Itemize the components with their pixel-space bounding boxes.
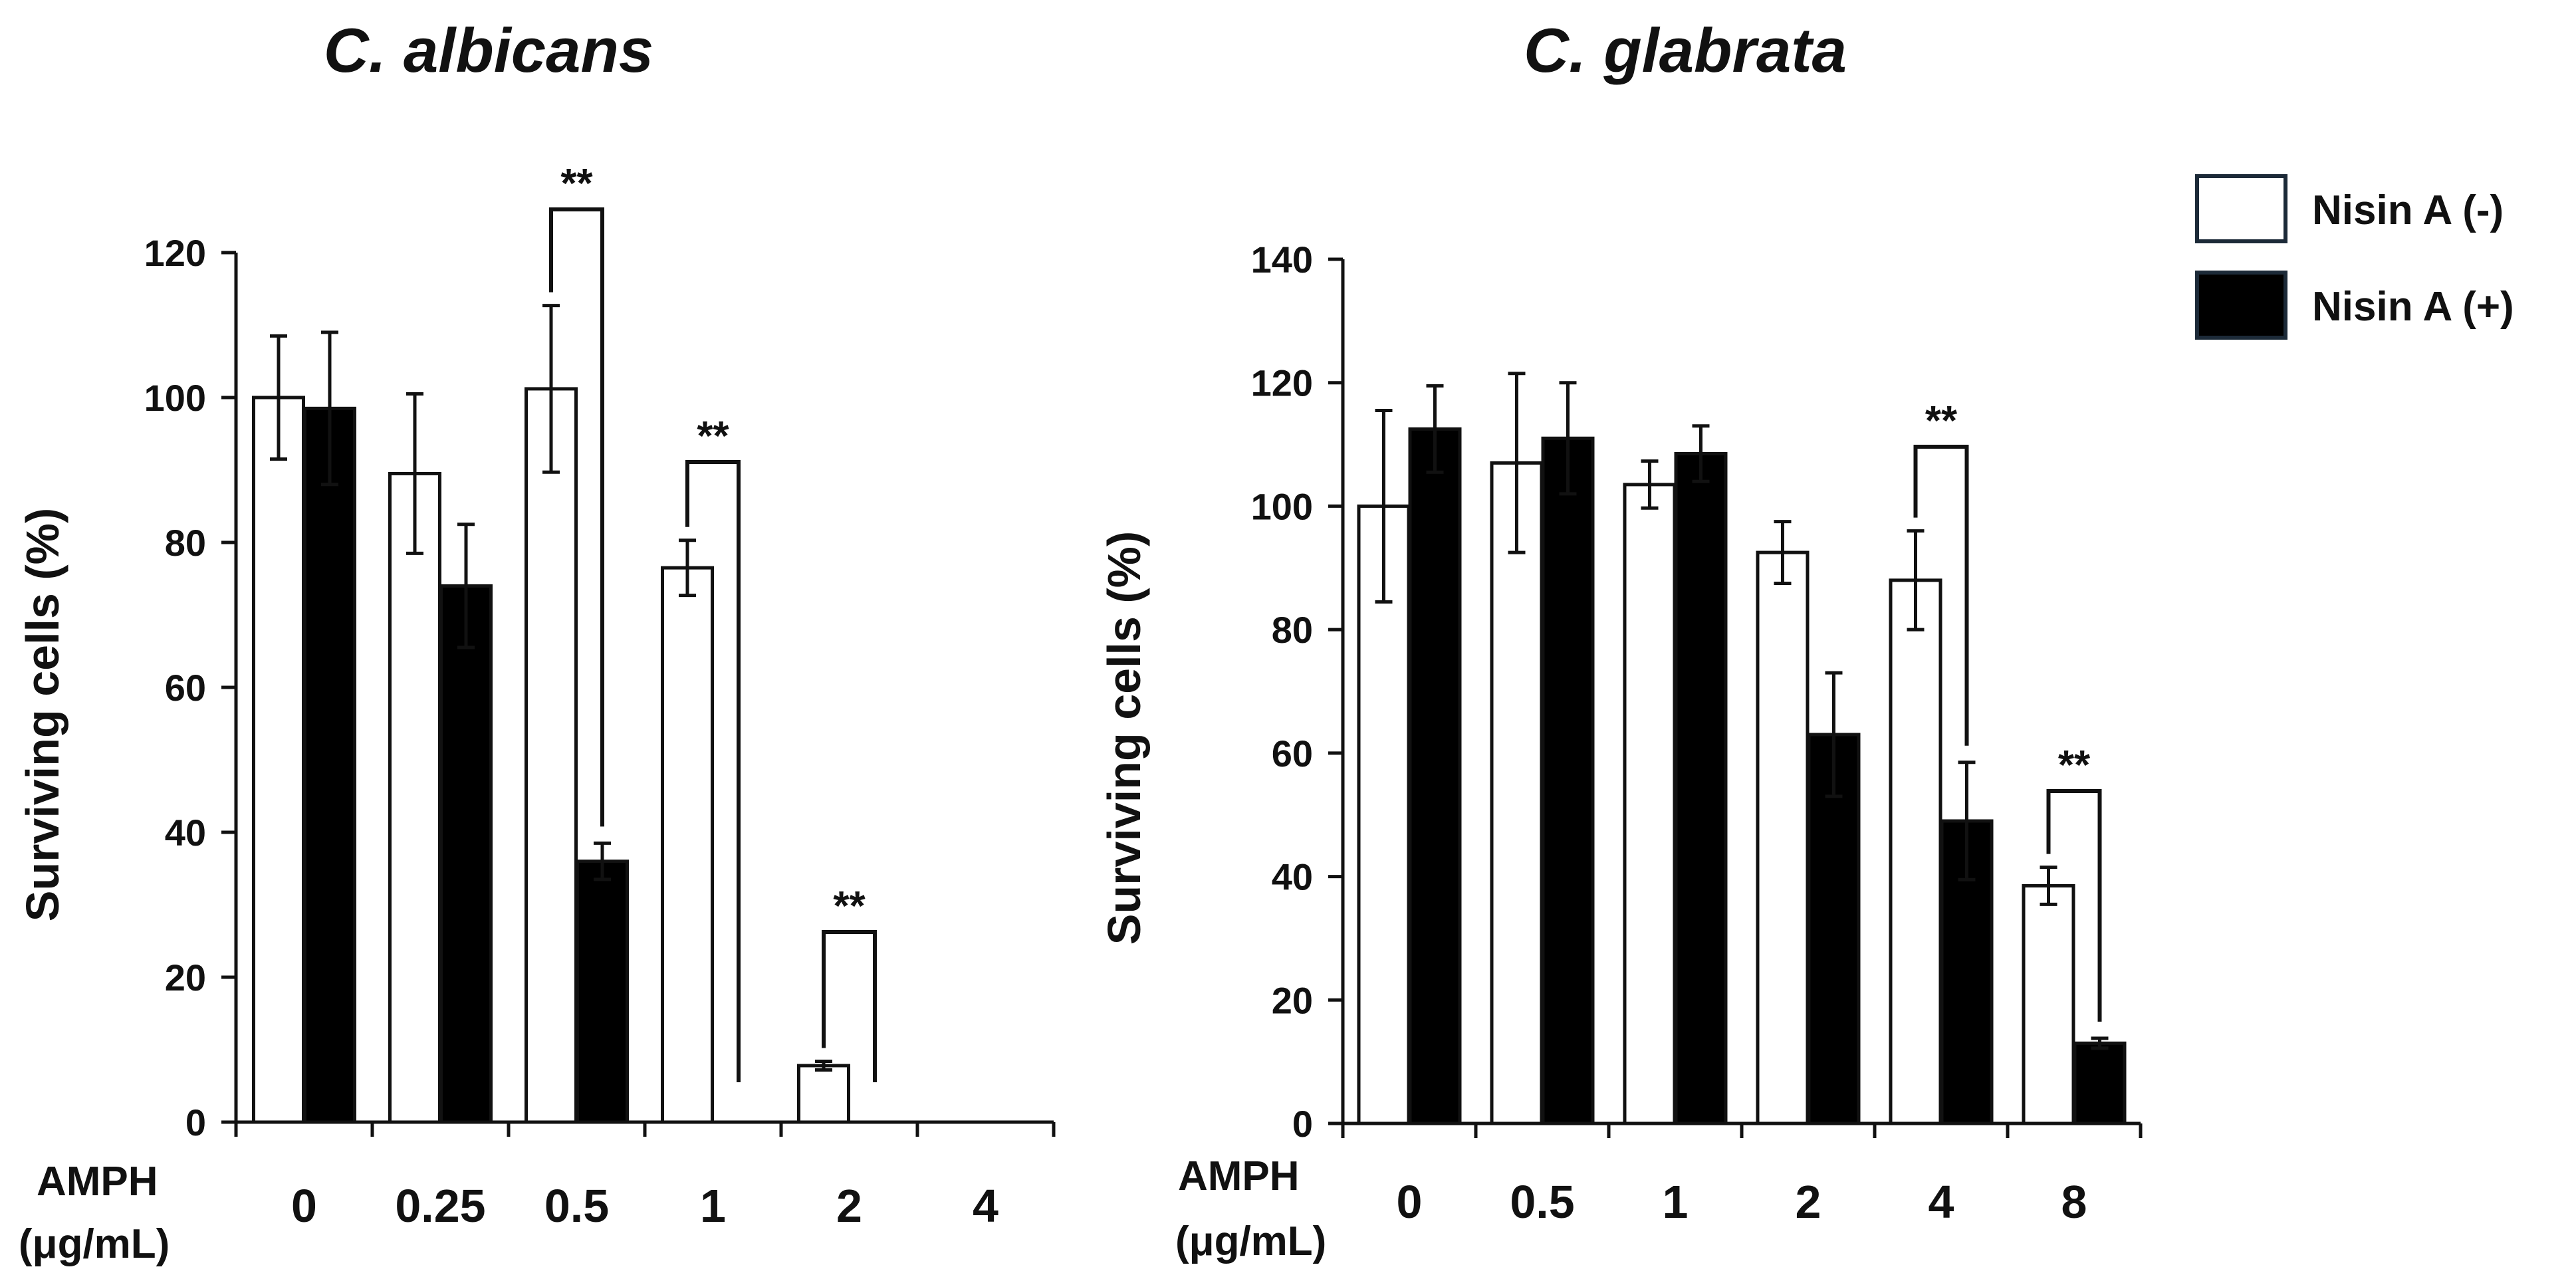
bar-nisin-minus (1490, 461, 1544, 1125)
significance-label: ** (1925, 398, 1958, 444)
legend-swatch-open (2195, 174, 2287, 243)
bar-nisin-minus (252, 396, 305, 1124)
legend-item-nisin-plus: Nisin A (+) (2195, 271, 2514, 340)
y-tick-label: 40 (1272, 856, 1313, 898)
category-label: 1 (700, 1180, 726, 1232)
y-tick-label: 80 (165, 522, 206, 564)
y-tick-label: 20 (1272, 979, 1313, 1021)
y-axis-label: Surviving cells (%) (1098, 531, 1150, 945)
significance-label: ** (697, 413, 729, 459)
category-label: 0.5 (544, 1180, 609, 1232)
significance-bracket (549, 207, 604, 827)
y-tick-label: 120 (1251, 362, 1313, 404)
bar-nisin-minus (388, 471, 441, 1124)
bar-nisin-plus (1674, 452, 1728, 1125)
significance-label: ** (833, 883, 866, 929)
legend-item-nisin-minus: Nisin A (-) (2195, 174, 2504, 243)
significance-bracket (685, 460, 741, 1082)
bar-nisin-minus (1623, 483, 1677, 1125)
significance-bracket (2046, 789, 2102, 1022)
legend: Nisin A (-) Nisin A (+) (2195, 174, 2514, 340)
bar-nisin-plus (2073, 1041, 2127, 1125)
category-label: 8 (2061, 1176, 2087, 1228)
bar-nisin-plus (303, 406, 356, 1124)
y-tick-label: 80 (1272, 609, 1313, 651)
legend-label: Nisin A (+) (2312, 284, 2514, 330)
chart-panel-albicans: C. albicans Surviving cells (%) AMPH (μg… (17, 15, 1056, 1267)
significance-label: ** (2058, 743, 2091, 788)
bar-nisin-plus (576, 860, 629, 1124)
bar-nisin-minus (1756, 550, 1810, 1125)
bar-nisin-plus (1408, 427, 1462, 1125)
category-label: 0 (1397, 1176, 1423, 1228)
bar-nisin-minus (661, 566, 714, 1124)
bar-nisin-plus (439, 584, 493, 1124)
y-axis-label: Surviving cells (%) (17, 508, 68, 921)
bar-nisin-minus (2022, 884, 2075, 1125)
category-label: 0.5 (1510, 1176, 1574, 1228)
bar-nisin-plus (1541, 436, 1595, 1125)
y-tick-label: 0 (1292, 1103, 1313, 1145)
significance-bracket (1913, 445, 1969, 746)
x-axis-label-line2: (μg/mL) (1175, 1219, 1326, 1264)
bar-nisin-minus (797, 1064, 850, 1124)
significance-bracket (822, 930, 877, 1082)
y-tick-label: 40 (165, 812, 206, 854)
chart-title: C. glabrata (1524, 15, 1847, 85)
bar-nisin-minus (525, 387, 578, 1124)
category-label: 0.25 (395, 1180, 485, 1232)
y-tick-label: 60 (1272, 733, 1313, 774)
x-axis-label-line1: AMPH (37, 1159, 158, 1205)
significance-label: ** (560, 161, 593, 207)
x-axis-label-line1: AMPH (1178, 1153, 1300, 1199)
legend-label: Nisin A (-) (2312, 187, 2504, 233)
legend-swatch-filled (2195, 271, 2287, 340)
category-label: 2 (1796, 1176, 1821, 1228)
y-tick-label: 120 (144, 232, 206, 274)
bar-nisin-plus (1807, 733, 1861, 1125)
x-axis-label-line2: (μg/mL) (19, 1221, 170, 1267)
category-label: 4 (973, 1180, 998, 1232)
category-label: 0 (291, 1180, 317, 1232)
chart-title: C. albicans (324, 15, 653, 85)
y-tick-label: 100 (144, 377, 206, 419)
category-label: 2 (836, 1180, 862, 1232)
bar-nisin-minus (1889, 578, 1942, 1125)
y-tick-label: 0 (185, 1102, 206, 1143)
category-label: 4 (1929, 1176, 1954, 1228)
category-label: 1 (1663, 1176, 1689, 1228)
y-tick-label: 140 (1251, 239, 1313, 281)
y-tick-label: 60 (165, 667, 206, 709)
y-tick-label: 20 (165, 957, 206, 998)
chart-panel-glabrata: C. glabrata Surviving cells (%) AMPH (μg… (1098, 15, 2143, 1264)
bar-nisin-minus (1357, 504, 1411, 1125)
y-tick-label: 100 (1251, 485, 1313, 527)
